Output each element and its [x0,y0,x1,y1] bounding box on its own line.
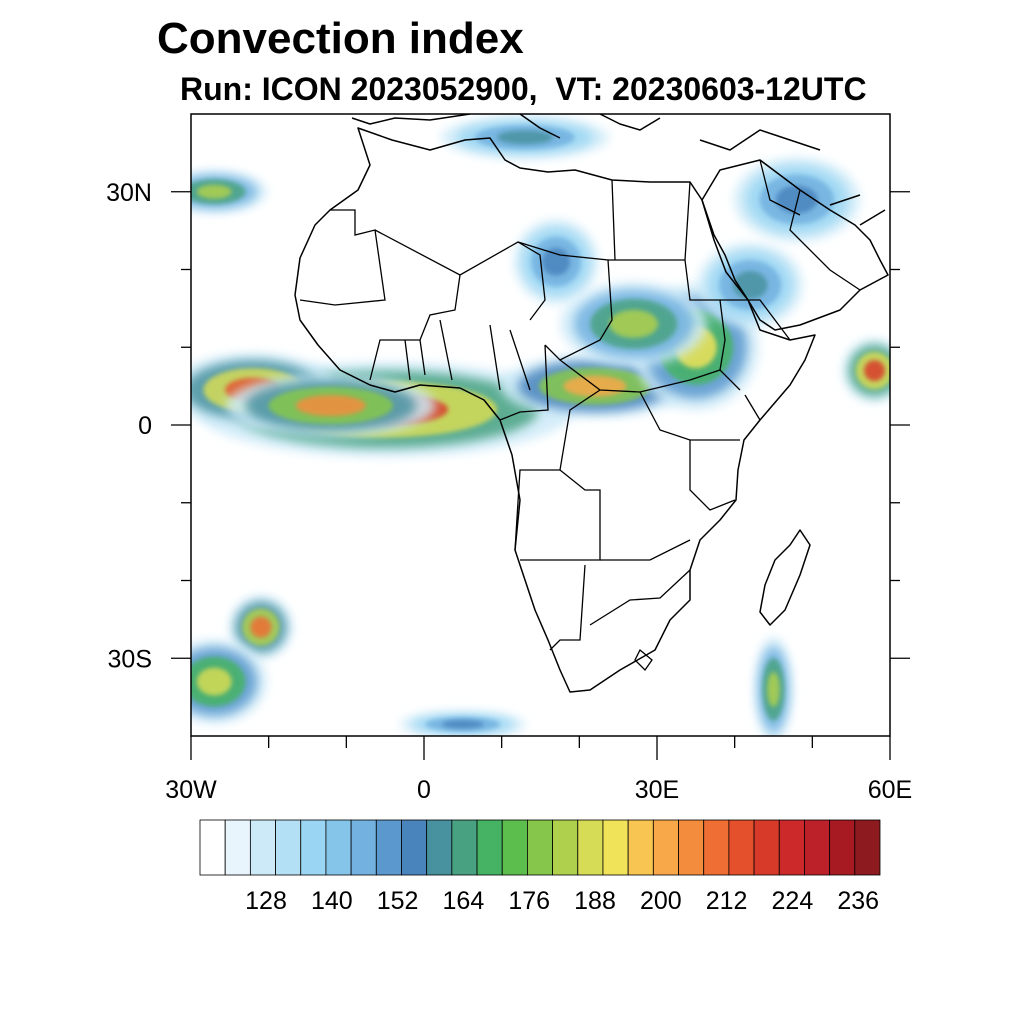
colorbar-swatch [224,819,251,876]
colorbar-label: 236 [837,887,880,915]
colorbar-swatch [753,819,780,876]
convection-region-yemen-saudi [697,243,803,328]
convection-region-atlantic-itcz-mid [225,374,436,438]
convection-region-libya-egypt [441,116,609,159]
convection-region-canary-atlantic [191,170,267,213]
colorbar-swatch [577,819,604,876]
colorbar-swatch [300,819,327,876]
colorbar-label: 164 [442,887,485,915]
convection-contour [775,185,818,214]
lon-tick-label: 0 [417,776,431,804]
convection-region-sudan [560,281,708,366]
colorbar-swatch [476,819,503,876]
colorbar-swatch [249,819,276,876]
colorbar-swatch [401,819,428,876]
country-borders [299,159,861,672]
lat-tick-label: 30N [106,179,152,207]
convection-region-arabian-sea [843,339,890,403]
convection-region-madagascar-south [754,636,793,736]
colorbar-swatch [804,819,831,876]
colorbar-swatch [552,819,579,876]
axis-ticks [171,191,910,760]
colorbar-swatch [451,819,478,876]
colorbar-swatch [199,819,226,876]
colorbar-swatch [678,819,705,876]
colorbar-swatch [325,819,352,876]
lat-tick-label: 0 [138,412,152,440]
colorbar-label: 224 [771,887,814,915]
convection-contour [497,130,553,145]
colorbar-swatch [627,819,654,876]
colorbar-label: 152 [376,887,419,915]
colorbar-swatch [375,819,402,876]
colorbar-label: 176 [508,887,551,915]
convection-contour [542,247,571,276]
colorbar-label: 140 [310,887,353,915]
colorbar-swatch [527,819,553,876]
convection-contour [196,184,232,199]
lon-tick-label: 60E [868,776,912,804]
colorbar-swatch [350,819,377,876]
lon-tick-label: 30E [635,776,679,804]
colorbar [199,819,881,876]
convection-region-arabia-north [733,157,860,242]
convection-field [191,116,890,736]
colorbar-swatch [728,819,755,876]
convection-contour [767,671,780,707]
map-subtitle: Run: ICON 2023052900, VT: 20230603-12UTC [180,71,867,107]
colorbar-swatch [602,819,629,876]
convection-region-chad-niger [514,219,598,304]
convection-region-south-atlantic-trail [191,639,267,724]
convection-contour [196,667,232,696]
lat-tick-label: 30S [108,645,152,673]
lon-tick-label: 30W [165,776,217,804]
colorbar-swatch [501,819,528,876]
colorbar-swatch [778,819,805,876]
colorbar-swatch [829,819,856,876]
colorbar-label: 188 [574,887,616,915]
colorbar-label: 200 [639,887,682,915]
colorbar-swatch [426,819,453,876]
colorbar-swatch [652,819,679,876]
axis-tick-labels: 30W 0 30E 60E 30N 0 30S [106,179,912,804]
convection-region-southern-ocean [399,711,526,736]
colorbar-swatch [854,819,881,876]
convection-contour [863,360,885,382]
convection-contour [295,395,366,417]
convection-contour [250,616,272,638]
map-title: Convection index [157,14,524,63]
colorbar-label: 128 [245,887,287,915]
colorbar-swatch [275,819,302,876]
colorbar-label: 212 [705,887,748,915]
convection-region-south-atlantic-front [229,595,293,659]
convection-contour [609,309,659,338]
colorbar-swatch [703,819,730,876]
convection-contour [441,720,484,729]
